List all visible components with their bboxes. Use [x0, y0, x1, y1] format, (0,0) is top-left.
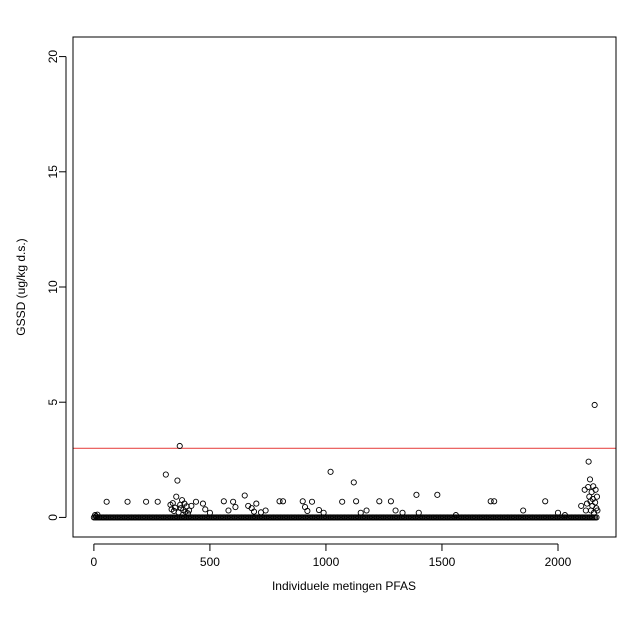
- data-point: [172, 504, 179, 511]
- data-point: [591, 401, 598, 409]
- data-point: [350, 479, 357, 486]
- data-point: [262, 507, 269, 514]
- data-point: [225, 507, 232, 514]
- data-point: [93, 513, 100, 520]
- data-point: [103, 498, 110, 505]
- data-point: [304, 507, 311, 515]
- data-point: [188, 502, 195, 509]
- data-point: [199, 500, 206, 507]
- data-point: [279, 498, 287, 505]
- plot-area-frame: [72, 36, 617, 538]
- data-point: [162, 471, 169, 478]
- data-point: [387, 498, 394, 505]
- data-point: [327, 468, 334, 475]
- data-point: [585, 458, 592, 465]
- data-point: [434, 491, 441, 498]
- y-tick-label: 10: [46, 280, 60, 294]
- x-tick-label: 500: [200, 555, 220, 569]
- data-point: [592, 486, 599, 493]
- data-point: [339, 498, 346, 505]
- data-point: [578, 502, 585, 509]
- data-point: [315, 506, 323, 514]
- data-point: [241, 492, 248, 499]
- data-point: [185, 507, 193, 514]
- x-tick-label: 2000: [545, 555, 572, 569]
- data-point: [250, 508, 258, 515]
- y-tick-label: 0: [46, 514, 60, 521]
- data-point: [232, 503, 239, 511]
- data-point: [452, 512, 459, 519]
- data-point: [143, 498, 150, 505]
- y-tick-label: 15: [46, 165, 60, 179]
- data-point: [487, 498, 494, 505]
- y-tick-label: 20: [46, 50, 60, 64]
- data-point: [353, 498, 360, 505]
- data-point: [594, 507, 601, 514]
- y-axis: 0 5 10 15 20: [46, 50, 67, 521]
- data-point: [176, 442, 183, 450]
- data-point: [593, 514, 600, 521]
- x-axis: 0 500 1000 1500 2000: [91, 543, 572, 569]
- data-point: [363, 507, 370, 514]
- data-point: [376, 498, 383, 505]
- x-tick-label: 1000: [313, 555, 340, 569]
- data-point: [124, 498, 131, 505]
- data-point: [91, 512, 99, 519]
- data-point: [230, 498, 237, 505]
- data-point: [392, 507, 399, 514]
- data-point: [202, 506, 209, 513]
- data-point: [586, 476, 594, 483]
- data-point: [154, 498, 161, 505]
- data-point: [169, 500, 176, 507]
- data-point: [542, 498, 549, 505]
- data-point: [174, 477, 181, 484]
- data-point: [94, 511, 101, 518]
- data-point: [320, 509, 327, 516]
- data-point: [276, 498, 283, 505]
- data-point: [173, 493, 180, 500]
- data-point: [593, 493, 601, 500]
- data-point: [220, 498, 227, 505]
- data-point: [413, 491, 420, 498]
- x-tick-label: 0: [91, 555, 98, 569]
- data-point: [520, 507, 527, 514]
- x-tick-label: 1500: [429, 555, 456, 569]
- data-point: [399, 509, 406, 516]
- data-point: [206, 509, 213, 516]
- data-point: [357, 509, 364, 516]
- data-point: [491, 498, 498, 505]
- y-tick-label: 5: [46, 399, 60, 406]
- data-point: [415, 509, 422, 516]
- x-axis-title: Individuele metingen PFAS: [272, 579, 416, 593]
- y-axis-title: GSSD (ug/kg d.s.): [14, 238, 28, 335]
- data-point: [554, 509, 562, 516]
- data-point: [253, 500, 260, 507]
- data-point: [561, 512, 568, 519]
- data-point: [299, 498, 306, 505]
- data-point: [192, 498, 200, 505]
- data-point: [184, 510, 191, 517]
- data-point: [308, 498, 316, 505]
- data-point: [592, 499, 599, 506]
